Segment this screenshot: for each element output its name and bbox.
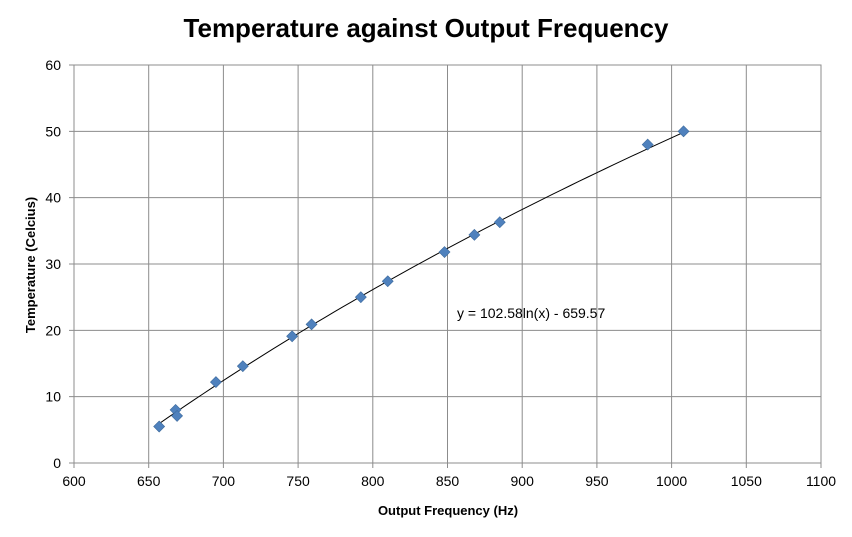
- data-point: [677, 125, 690, 138]
- y-tick-label: 20: [45, 322, 61, 338]
- y-tick-label: 60: [45, 57, 61, 73]
- data-point: [468, 228, 481, 241]
- y-tick-label: 40: [45, 190, 61, 206]
- x-tick-label: 850: [436, 473, 460, 489]
- x-tick-label: 950: [585, 473, 609, 489]
- y-tick-label: 30: [45, 256, 61, 272]
- trendline-equation: y = 102.58ln(x) - 659.57: [457, 305, 605, 321]
- x-tick-label: 800: [361, 473, 385, 489]
- data-points: [153, 125, 690, 433]
- data-point: [305, 318, 318, 331]
- plot-area: [73, 64, 822, 464]
- x-tick-label: 600: [62, 473, 86, 489]
- x-tick-label: 650: [137, 473, 161, 489]
- y-axis-title: Temperature (Celcius): [23, 197, 38, 333]
- x-tick-label: 900: [511, 473, 535, 489]
- data-point: [641, 138, 654, 151]
- tick-labels: 600 650 700 750 800 850 900 950 1000 1050 1100 0 10 2…: [45, 57, 836, 489]
- x-tick-label: 750: [286, 473, 310, 489]
- trendline: [158, 131, 684, 425]
- data-point: [286, 330, 299, 343]
- x-tick-label: 1050: [731, 473, 762, 489]
- x-tick-label: 700: [212, 473, 236, 489]
- x-tick-label: 1100: [806, 473, 836, 489]
- y-tick-label: 10: [45, 389, 61, 405]
- data-point: [381, 275, 394, 288]
- data-point: [236, 360, 249, 373]
- x-axis-title: Output Frequency (Hz): [378, 503, 518, 518]
- data-point: [210, 376, 222, 388]
- data-point: [153, 420, 166, 433]
- data-point: [493, 216, 506, 229]
- y-tick-label: 0: [53, 455, 61, 471]
- data-point: [438, 246, 451, 258]
- data-point: [354, 291, 367, 304]
- data-point: [171, 409, 184, 422]
- chart-title: Temperature against Output Frequency: [184, 13, 669, 43]
- y-tick-label: 50: [45, 123, 61, 139]
- x-tick-label: 1000: [656, 473, 687, 489]
